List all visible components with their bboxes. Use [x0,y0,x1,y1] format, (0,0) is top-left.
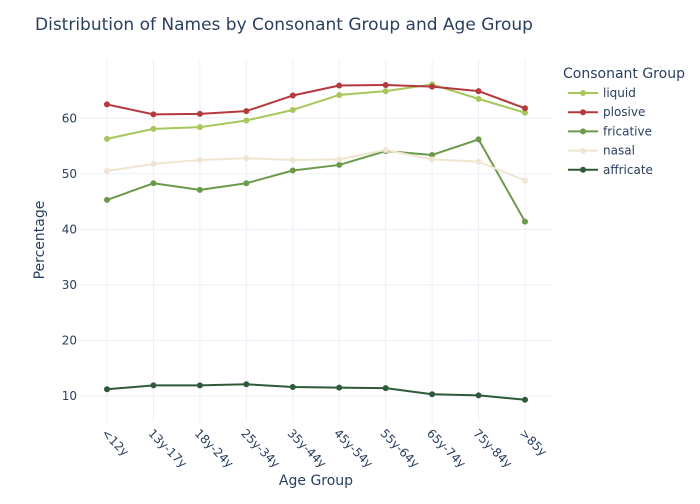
legend-swatch-marker [580,166,586,173]
data-point-nasal [196,156,203,163]
data-point-fricative [429,151,436,158]
data-point-nasal [243,155,250,162]
data-point-plosive [336,82,343,89]
legend-title: Consonant Group [563,66,685,82]
series-layer [104,81,528,403]
y-tick-label: 50 [62,167,77,181]
data-point-affricate [104,386,110,393]
y-axis-ticks: 10 20 30 40 50 60 [62,111,77,403]
series-plosive [104,81,528,118]
legend: Consonant Group liquid plosive fricative na… [563,66,685,177]
legend-items: liquid plosive fricative nasal affricate [568,86,653,177]
data-point-nasal [522,177,528,184]
data-point-plosive [243,108,250,115]
legend-item-fricative: fricative [568,124,652,138]
data-point-fricative [289,167,296,174]
data-point-nasal [104,168,110,175]
series-nasal [104,146,528,184]
data-point-nasal [289,156,296,163]
series-fricative [104,136,528,225]
legend-swatch-marker [580,109,586,116]
series-affricate [104,381,528,403]
data-point-plosive [289,92,296,99]
series-line-plosive [106,83,526,116]
data-point-nasal [382,146,389,153]
data-point-affricate [475,392,482,399]
data-point-liquid [243,117,250,124]
data-point-affricate [196,382,203,389]
data-point-fricative [150,180,157,187]
data-point-nasal [150,160,157,167]
y-axis-title: Percentage [32,201,48,280]
data-point-liquid [475,95,482,102]
data-point-fricative [475,136,482,143]
data-point-affricate [522,396,528,403]
legend-label: fricative [603,124,652,138]
data-point-plosive [196,110,203,117]
series-line-nasal [106,148,526,182]
chart-title: Distribution of Names by Consonant Group… [35,15,533,35]
legend-item-affricate: affricate [568,163,653,177]
data-point-affricate [150,382,157,389]
data-point-nasal [475,158,482,165]
data-point-plosive [382,81,389,88]
data-point-liquid [104,135,110,142]
legend-label: nasal [603,144,635,158]
data-point-affricate [289,384,296,391]
x-axis-title: Age Group [279,473,353,489]
y-tick-label: 40 [62,222,77,236]
data-point-plosive [522,105,528,112]
legend-label: plosive [603,105,645,119]
data-point-affricate [429,391,436,398]
data-point-liquid [289,106,296,113]
data-point-liquid [150,125,157,132]
data-point-plosive [475,88,482,95]
data-point-liquid [382,88,389,95]
data-point-affricate [243,381,250,388]
data-point-plosive [429,83,436,90]
y-tick-label: 60 [62,111,77,125]
legend-label: affricate [603,163,653,177]
legend-item-liquid: liquid [568,86,636,100]
y-tick-label: 10 [62,389,77,403]
data-point-fricative [104,196,110,203]
data-point-liquid [522,109,528,116]
data-point-liquid [196,124,203,131]
y-tick-label: 20 [62,333,77,347]
data-point-fricative [336,161,343,168]
series-line-fricative [106,138,526,223]
legend-item-plosive: plosive [568,105,645,119]
legend-swatch-marker [580,90,586,96]
data-point-affricate [382,385,389,392]
data-point-nasal [429,156,436,163]
data-point-fricative [196,186,203,193]
series-line-affricate [106,383,526,401]
data-point-affricate [336,384,343,391]
legend-label: liquid [603,86,636,100]
legend-swatch-marker [580,128,586,135]
data-point-liquid [336,91,343,98]
data-point-fricative [522,218,528,225]
series-line-liquid [106,83,526,140]
y-tick-label: 30 [62,278,77,292]
data-point-nasal [336,156,343,163]
series-liquid [104,81,528,142]
data-point-plosive [104,101,110,108]
data-point-plosive [150,111,157,118]
data-point-fricative [243,180,250,187]
legend-item-nasal: nasal [568,144,635,158]
legend-swatch-marker [580,147,586,154]
